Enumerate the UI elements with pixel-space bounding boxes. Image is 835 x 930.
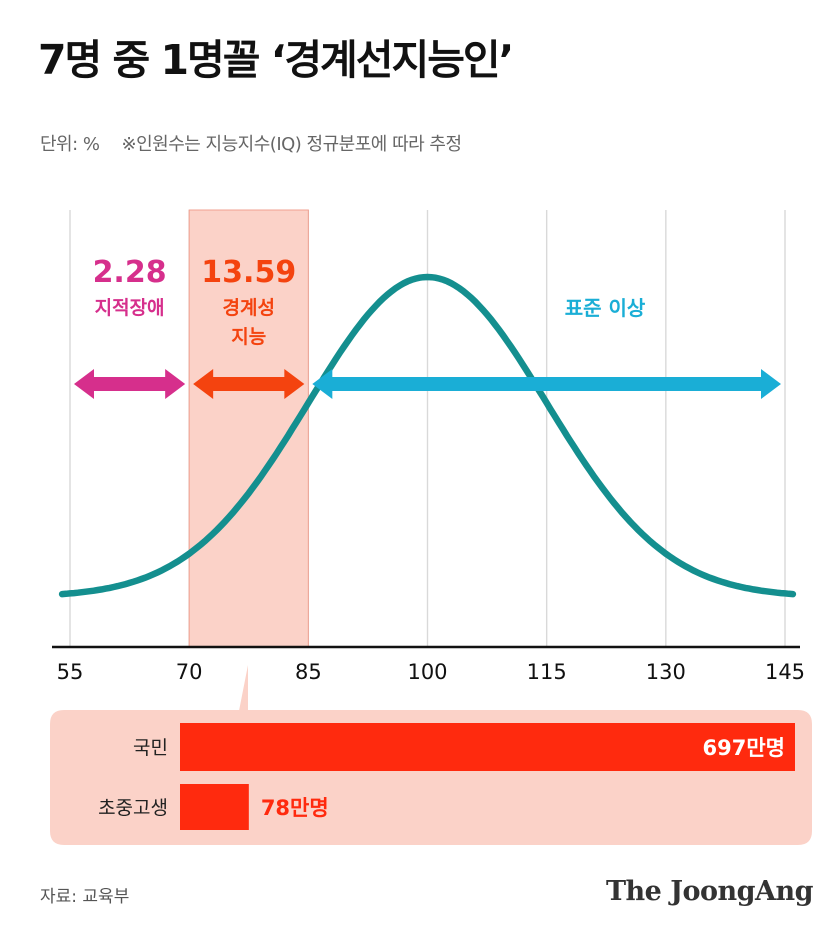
note-label: ※인원수는 지능지수(IQ) 정규분포에 따라 추정 — [121, 134, 463, 155]
bar-category-label-1: 국민 — [133, 737, 168, 759]
range-arrows — [74, 369, 781, 399]
x-tick-label-70: 70 — [176, 660, 203, 684]
borderline-value: 13.59 — [201, 255, 296, 290]
x-tick-label-55: 55 — [57, 660, 84, 684]
range-arrow-2 — [193, 369, 305, 399]
intellectual-disability-value: 2.28 — [93, 255, 167, 290]
bar-value-label-1: 697만명 — [703, 736, 785, 760]
borderline-label-line-2: 지능 — [231, 326, 266, 348]
above-standard-label: 표준 이상 — [565, 296, 646, 320]
range-arrow-3 — [312, 369, 781, 399]
x-tick-label-85: 85 — [295, 660, 322, 684]
bar-1 — [180, 723, 795, 771]
borderline-label-line-1: 경계성 — [223, 297, 275, 319]
intellectual-disability-label: 지적장애 — [95, 297, 165, 319]
x-tick-label-115: 115 — [527, 660, 567, 684]
bar-category-label-2: 초중고생 — [98, 797, 168, 819]
range-arrow-1 — [74, 369, 186, 399]
chart-subtitle: 단위: % ※인원수는 지능지수(IQ) 정규분포에 따라 추정 — [40, 130, 462, 156]
x-axis-tick-labels: 55 70 85 100 115 130 145 — [57, 660, 805, 684]
chart-title: 7명 중 1명꼴 ‘경계선지능인’ — [38, 36, 514, 84]
x-tick-label-100: 100 — [407, 660, 447, 684]
unit-label: 단위: % — [40, 134, 100, 155]
joongang-logo: The JoongAng — [605, 876, 814, 907]
x-tick-label-130: 130 — [646, 660, 686, 684]
bar-value-label-2: 78만명 — [261, 796, 329, 820]
x-tick-label-145: 145 — [765, 660, 805, 684]
bar-2 — [180, 784, 249, 830]
source-note: 자료: 교육부 — [40, 887, 130, 907]
normal-distribution-curve — [58, 273, 797, 598]
